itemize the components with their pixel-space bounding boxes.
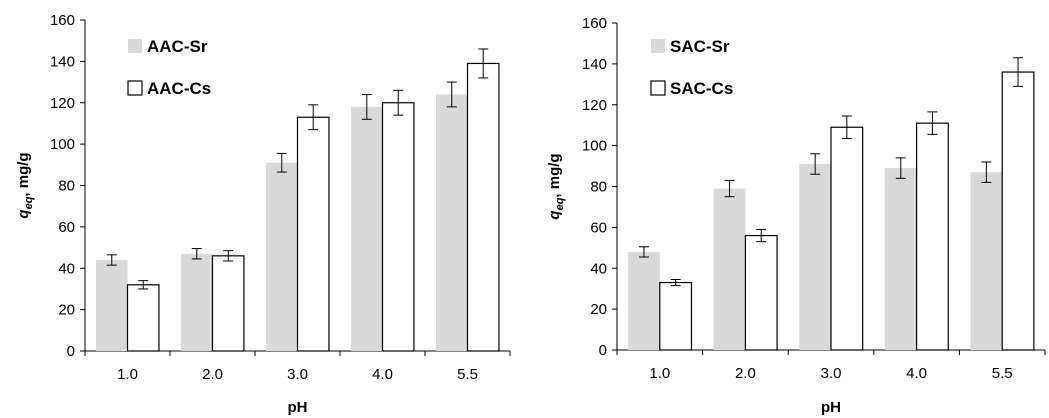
y-tick-label: 80 [58, 178, 75, 195]
y-tick-label: 140 [50, 53, 75, 70]
chart-panel-2: 0 20 40 60 80 100 120 140 160 1.0 2.0 3.0 4.0 5.5 pH qe… [546, 15, 1046, 416]
x-tick-label: 5.5 [992, 365, 1013, 382]
legend: AAC-Sr AAC-Cs [127, 37, 211, 98]
y-tick-label: 20 [58, 302, 75, 319]
y-tick-label: 80 [590, 179, 607, 196]
x-tick-label: 1.0 [117, 366, 138, 383]
bar [884, 168, 917, 350]
x-tick-label: 3.0 [821, 365, 842, 382]
y-tick-label: 20 [590, 301, 607, 318]
bar [381, 102, 415, 352]
bar [211, 255, 245, 352]
chart-panel-1: 0 20 40 60 80 100 120 140 160 1.0 2.0 3.0 4.0 5.5 pH qe… [15, 12, 511, 416]
bar [266, 162, 298, 351]
y-tick-label: 160 [582, 15, 607, 32]
x-axis-title: pH [288, 399, 308, 416]
x-tick-label: 5.5 [457, 366, 478, 383]
x-tick-label: 2.0 [202, 366, 223, 383]
y-axis-title-symbol: q [546, 210, 563, 219]
y-tick-label: 0 [67, 343, 75, 360]
y-tick-label: 40 [58, 260, 75, 277]
bar [970, 172, 1003, 350]
y-axis-title-subscript: eq [554, 197, 566, 210]
y-tick-label: 0 [599, 342, 607, 359]
legend-swatch [127, 80, 143, 96]
bar [1001, 71, 1035, 351]
bar [181, 253, 213, 351]
y-tick-label: 40 [590, 260, 607, 277]
legend-label: AAC-Sr [147, 37, 208, 56]
bar [126, 284, 160, 352]
y-axis-title: qeq, mg/g [15, 152, 35, 218]
y-axis-title-subscript: eq [23, 196, 35, 209]
legend: SAC-Sr SAC-Cs [650, 37, 733, 98]
y-axis-title: qeq, mg/g [546, 153, 566, 219]
legend-label: SAC-Cs [670, 79, 733, 98]
bar [96, 259, 128, 351]
bar [799, 164, 831, 350]
legend-swatch [651, 39, 665, 53]
bar [713, 188, 746, 350]
y-tick-label: 140 [582, 56, 607, 73]
y-axis-title-unit: , mg/g [15, 152, 32, 196]
x-tick-label: 4.0 [906, 365, 927, 382]
y-tick-label: 60 [58, 219, 75, 236]
bar [436, 94, 468, 351]
x-tick-label: 2.0 [735, 365, 756, 382]
y-tick-label: 160 [50, 12, 75, 29]
bar [830, 126, 864, 351]
legend-label: SAC-Sr [670, 37, 730, 56]
x-tick-label: 1.0 [649, 365, 670, 382]
y-tick-label: 60 [590, 219, 607, 236]
bar [744, 234, 778, 351]
bar [659, 281, 693, 351]
y-axis-title-symbol: q [15, 209, 32, 218]
bar [628, 251, 660, 350]
x-tick-label: 4.0 [372, 366, 393, 383]
legend-swatch [128, 39, 142, 53]
y-tick-label: 120 [50, 95, 75, 112]
y-axis-title-unit: , mg/g [546, 153, 563, 197]
bar [296, 116, 330, 352]
y-tick-label: 100 [50, 136, 75, 153]
bar [351, 106, 383, 351]
bar [915, 122, 949, 351]
bar [466, 62, 500, 352]
legend-swatch [650, 80, 666, 96]
x-tick-label: 3.0 [287, 366, 308, 383]
y-tick-label: 100 [582, 138, 607, 155]
legend-label: AAC-Cs [147, 79, 211, 98]
y-tick-label: 120 [582, 97, 607, 114]
x-axis-title: pH [821, 399, 841, 416]
